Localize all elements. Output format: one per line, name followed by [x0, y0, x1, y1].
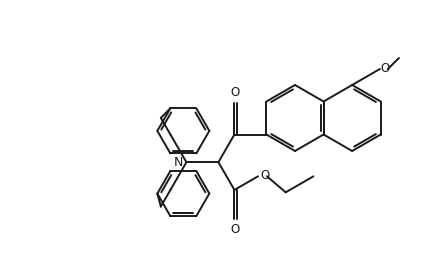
Text: N: N: [174, 156, 183, 169]
Text: O: O: [231, 223, 240, 236]
Text: O: O: [231, 85, 240, 98]
Text: O: O: [381, 63, 390, 76]
Text: O: O: [260, 169, 269, 182]
